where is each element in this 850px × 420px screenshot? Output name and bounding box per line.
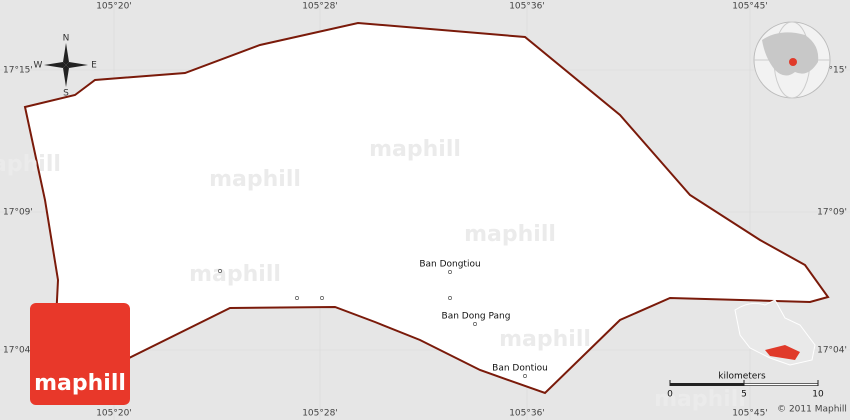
copyright: © 2011 Maphill bbox=[777, 405, 847, 415]
settlement-dot bbox=[448, 296, 452, 300]
latitude-label: 17°15' bbox=[817, 66, 847, 76]
latitude-label: 17°15' bbox=[3, 66, 33, 76]
compass-w: W bbox=[34, 61, 43, 71]
inset-map bbox=[734, 299, 816, 366]
latitude-label: 17°04' bbox=[817, 346, 847, 356]
place-label: Ban Dongtiou bbox=[419, 260, 480, 270]
longitude-label: 105°36' bbox=[509, 2, 545, 12]
place-label: Ban Dong Pang bbox=[442, 312, 511, 322]
settlement-dot bbox=[473, 322, 477, 326]
logo-box bbox=[30, 303, 130, 405]
logo-text: maphill bbox=[34, 371, 126, 396]
longitude-label: 105°45' bbox=[732, 409, 768, 419]
longitude-label: 105°36' bbox=[509, 409, 545, 419]
scale-label: 10 bbox=[812, 390, 824, 400]
scale-bar: kilometers 0 5 10 bbox=[667, 372, 824, 400]
scale-label: 0 bbox=[667, 390, 673, 400]
watermark: maphill bbox=[0, 152, 61, 177]
settlement-dot bbox=[320, 296, 324, 300]
compass-n: N bbox=[63, 34, 70, 44]
longitude-label: 105°20' bbox=[96, 409, 132, 419]
scale-unit: kilometers bbox=[718, 372, 766, 382]
latitude-label: 17°04' bbox=[3, 346, 33, 356]
longitude-label: 105°20' bbox=[96, 2, 132, 12]
watermarks: maphill maphill maphill maphill maphill maphi… bbox=[0, 137, 746, 412]
compass: N S W E bbox=[34, 34, 98, 99]
settlement-dot bbox=[218, 269, 222, 273]
watermark: maphill bbox=[369, 137, 461, 162]
settlement-dot bbox=[295, 296, 299, 300]
places: Ban Dongtiou Ban Dong Pang Ban Dontiou bbox=[218, 258, 549, 378]
latitude-label: 17°09' bbox=[817, 208, 847, 218]
watermark: maphill bbox=[654, 387, 746, 412]
watermark: maphill bbox=[499, 327, 591, 352]
compass-e: E bbox=[91, 61, 97, 71]
latitude-label: 17°09' bbox=[3, 208, 33, 218]
compass-s: S bbox=[63, 89, 69, 99]
longitude-label: 105°28' bbox=[302, 409, 338, 419]
place-label: Ban Dontiou bbox=[492, 364, 548, 374]
longitude-label: 105°45' bbox=[732, 2, 768, 12]
settlement-dot bbox=[523, 374, 527, 378]
scale-label: 5 bbox=[741, 390, 747, 400]
settlement-dot bbox=[448, 270, 452, 274]
watermark: maphill bbox=[189, 262, 281, 287]
longitude-label: 105°28' bbox=[302, 2, 338, 12]
globe bbox=[753, 21, 831, 99]
watermark: maphill bbox=[209, 167, 301, 192]
watermark: maphill bbox=[464, 222, 556, 247]
